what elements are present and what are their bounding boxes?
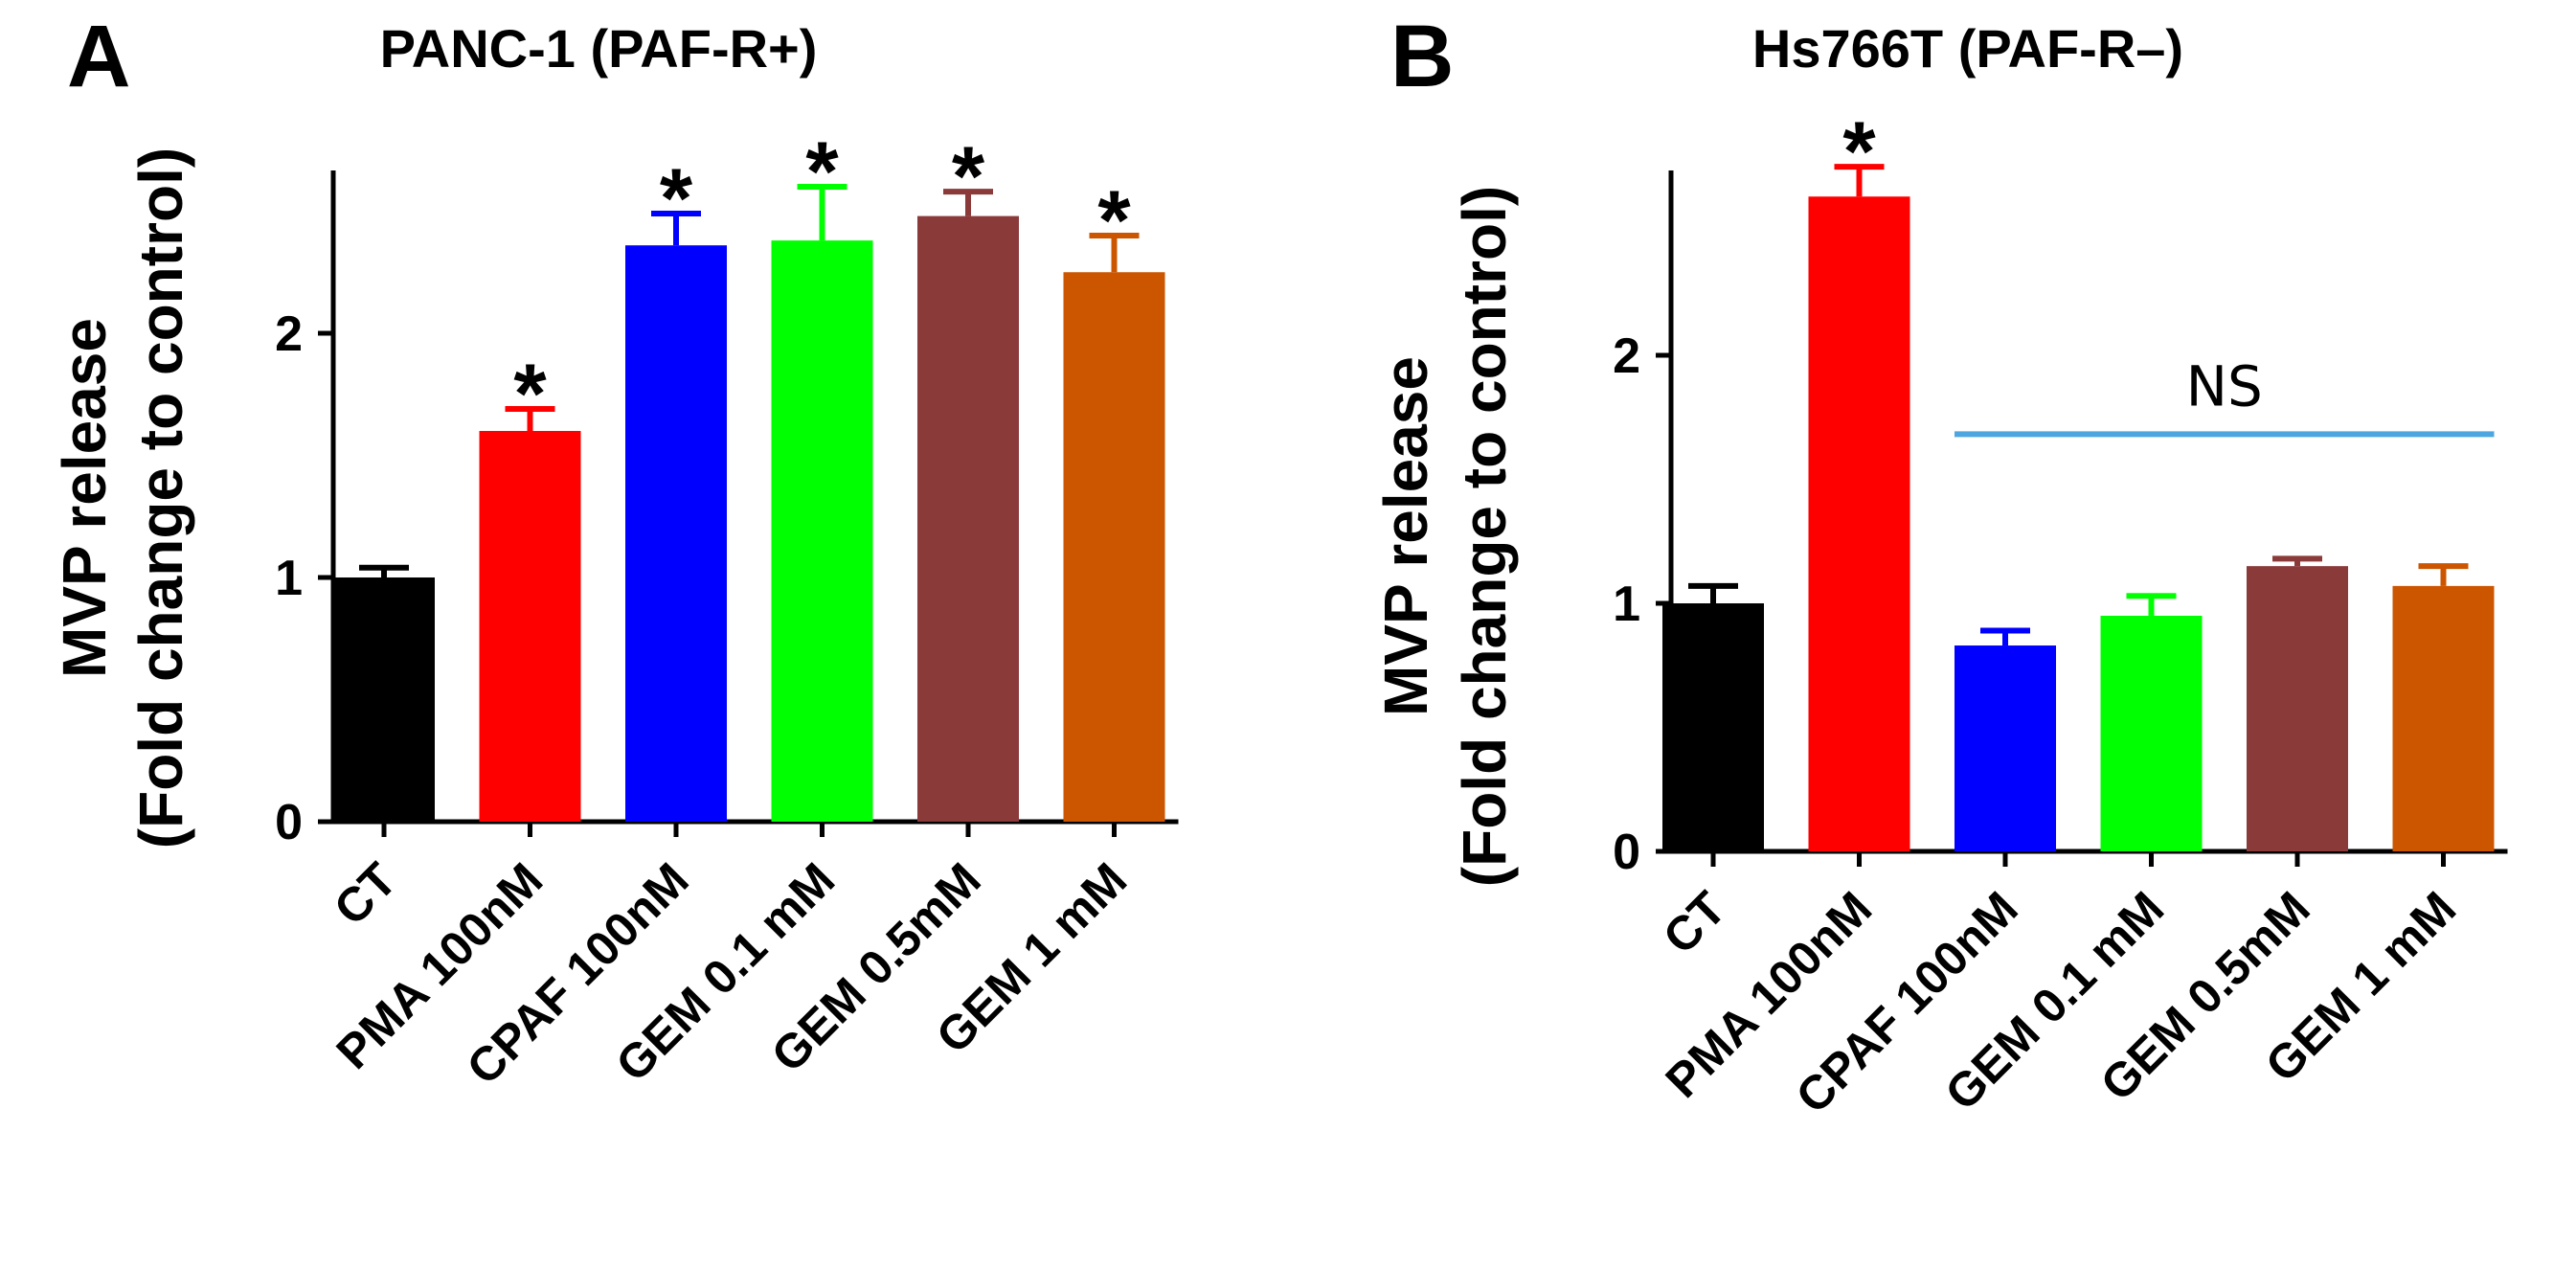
bar xyxy=(333,577,435,822)
y-axis-label: MVP release xyxy=(50,318,119,678)
y-tick-label: 1 xyxy=(275,551,303,606)
y-tick-label: 2 xyxy=(1613,328,1640,384)
y-tick-label: 2 xyxy=(275,306,303,362)
significance-marker: * xyxy=(805,124,839,218)
significance-marker: * xyxy=(513,346,547,441)
bar xyxy=(1662,603,1764,851)
y-tick-label: 1 xyxy=(1613,577,1640,632)
significance-marker: * xyxy=(660,150,693,245)
bar xyxy=(2100,615,2203,851)
bar xyxy=(771,240,873,823)
category-label: CT xyxy=(1653,881,1736,964)
panel-a: A PANC-1 (PAF-R+) MVP release (Fold change … xyxy=(50,8,1179,1095)
y-tick-label: 0 xyxy=(275,795,303,850)
ns-label: NS xyxy=(2186,353,2263,419)
y-axis-label-sub: (Fold change to control) xyxy=(126,147,195,848)
chart-title: PANC-1 (PAF-R+) xyxy=(380,18,818,79)
bar xyxy=(2247,566,2348,851)
bar xyxy=(625,245,727,822)
significance-marker: * xyxy=(1097,172,1131,267)
y-axis-label: MVP release xyxy=(1371,356,1440,716)
bar xyxy=(1063,272,1165,822)
bar xyxy=(917,215,1019,823)
bar xyxy=(1955,645,2056,851)
panel-b: B Hs766T (PAF-R–) MVP release (Fold change … xyxy=(1371,8,2508,1123)
chart-title: Hs766T (PAF-R–) xyxy=(1752,18,2183,79)
category-label: CT xyxy=(324,852,407,936)
significance-marker: * xyxy=(952,128,985,223)
bar xyxy=(2392,585,2495,851)
panel-letter: A xyxy=(67,8,130,105)
significance-marker: * xyxy=(1842,103,1876,198)
bar xyxy=(1808,196,1910,852)
y-tick-label: 0 xyxy=(1613,825,1640,880)
y-axis-label-sub: (Fold change to control) xyxy=(1450,186,1519,887)
panel-letter: B xyxy=(1390,8,1454,105)
bar xyxy=(479,431,581,822)
